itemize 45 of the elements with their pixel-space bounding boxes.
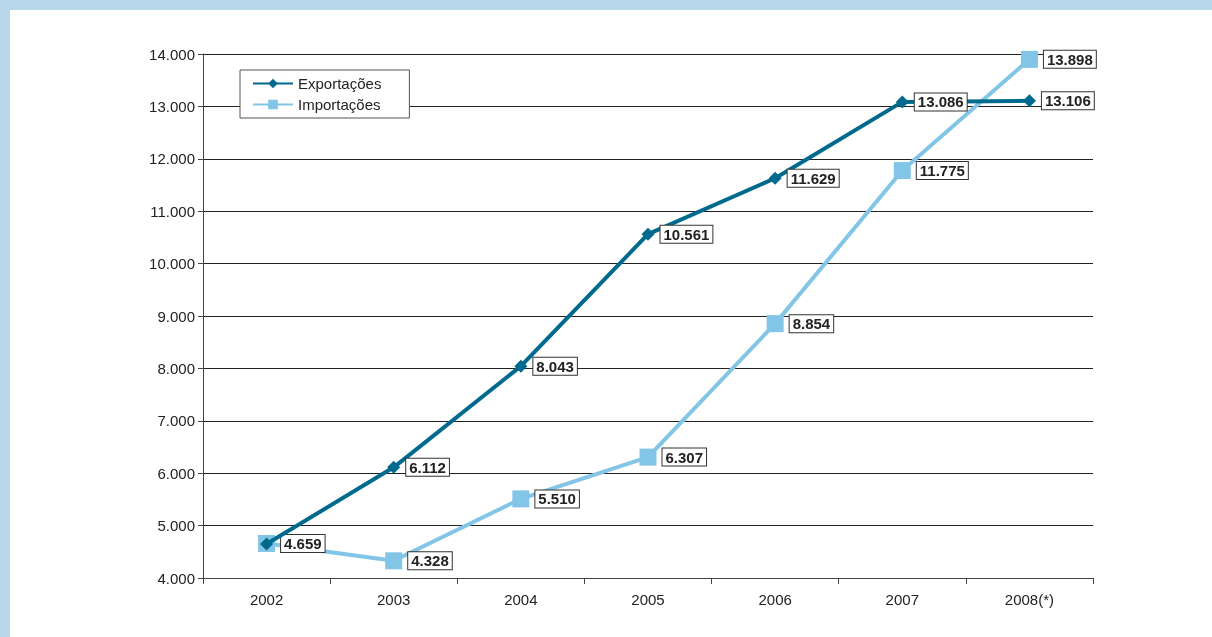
y-tick-label: 8.000 <box>157 359 195 377</box>
y-tick-label: 14.000 <box>149 45 195 63</box>
y-tick-label: 6.000 <box>157 464 195 482</box>
y-tick-label: 13.000 <box>149 97 195 115</box>
data-label: 5.510 <box>538 490 576 508</box>
point <box>512 490 530 508</box>
data-label: 8.854 <box>792 315 831 333</box>
data-label: 8.043 <box>536 357 574 375</box>
y-tick-label: 9.000 <box>157 307 195 325</box>
point <box>387 460 401 474</box>
point <box>641 227 655 241</box>
y-tick-label: 12.000 <box>149 150 195 168</box>
legend-label: Importações <box>298 96 381 113</box>
y-tick-label: 4.000 <box>157 569 195 587</box>
x-tick-label: 2002 <box>249 591 284 608</box>
data-label: 13.106 <box>1044 92 1091 110</box>
point <box>1022 94 1036 108</box>
x-tick-label: 2007 <box>885 591 919 608</box>
data-label: 6.307 <box>665 448 704 466</box>
point <box>893 162 911 180</box>
y-tick-label: 10.000 <box>149 255 195 273</box>
point <box>895 95 909 109</box>
x-tick-label: 2004 <box>504 591 538 608</box>
x-tick-label: 2008(*) <box>1004 591 1055 608</box>
point <box>639 448 657 466</box>
x-tick-label: 2005 <box>631 591 665 608</box>
point <box>768 171 782 185</box>
data-label: 10.561 <box>663 225 710 243</box>
point <box>514 359 528 373</box>
point <box>766 315 784 333</box>
y-tick-label: 11.000 <box>150 202 195 220</box>
data-label: 13.898 <box>1046 50 1093 68</box>
data-label: 11.775 <box>919 162 965 180</box>
data-label: 4.659 <box>284 534 322 552</box>
data-label: 13.086 <box>917 93 964 111</box>
point <box>385 552 403 570</box>
y-tick-label: 7.000 <box>157 412 195 430</box>
x-tick-label: 2003 <box>377 591 411 608</box>
point <box>1020 50 1038 68</box>
data-label: 11.629 <box>790 169 836 187</box>
data-label: 6.112 <box>409 458 446 476</box>
data-label: 4.328 <box>411 552 449 570</box>
x-tick-label: 2006 <box>758 591 792 608</box>
legend-label: Exportações <box>298 75 382 92</box>
y-tick-label: 5.000 <box>157 517 195 535</box>
